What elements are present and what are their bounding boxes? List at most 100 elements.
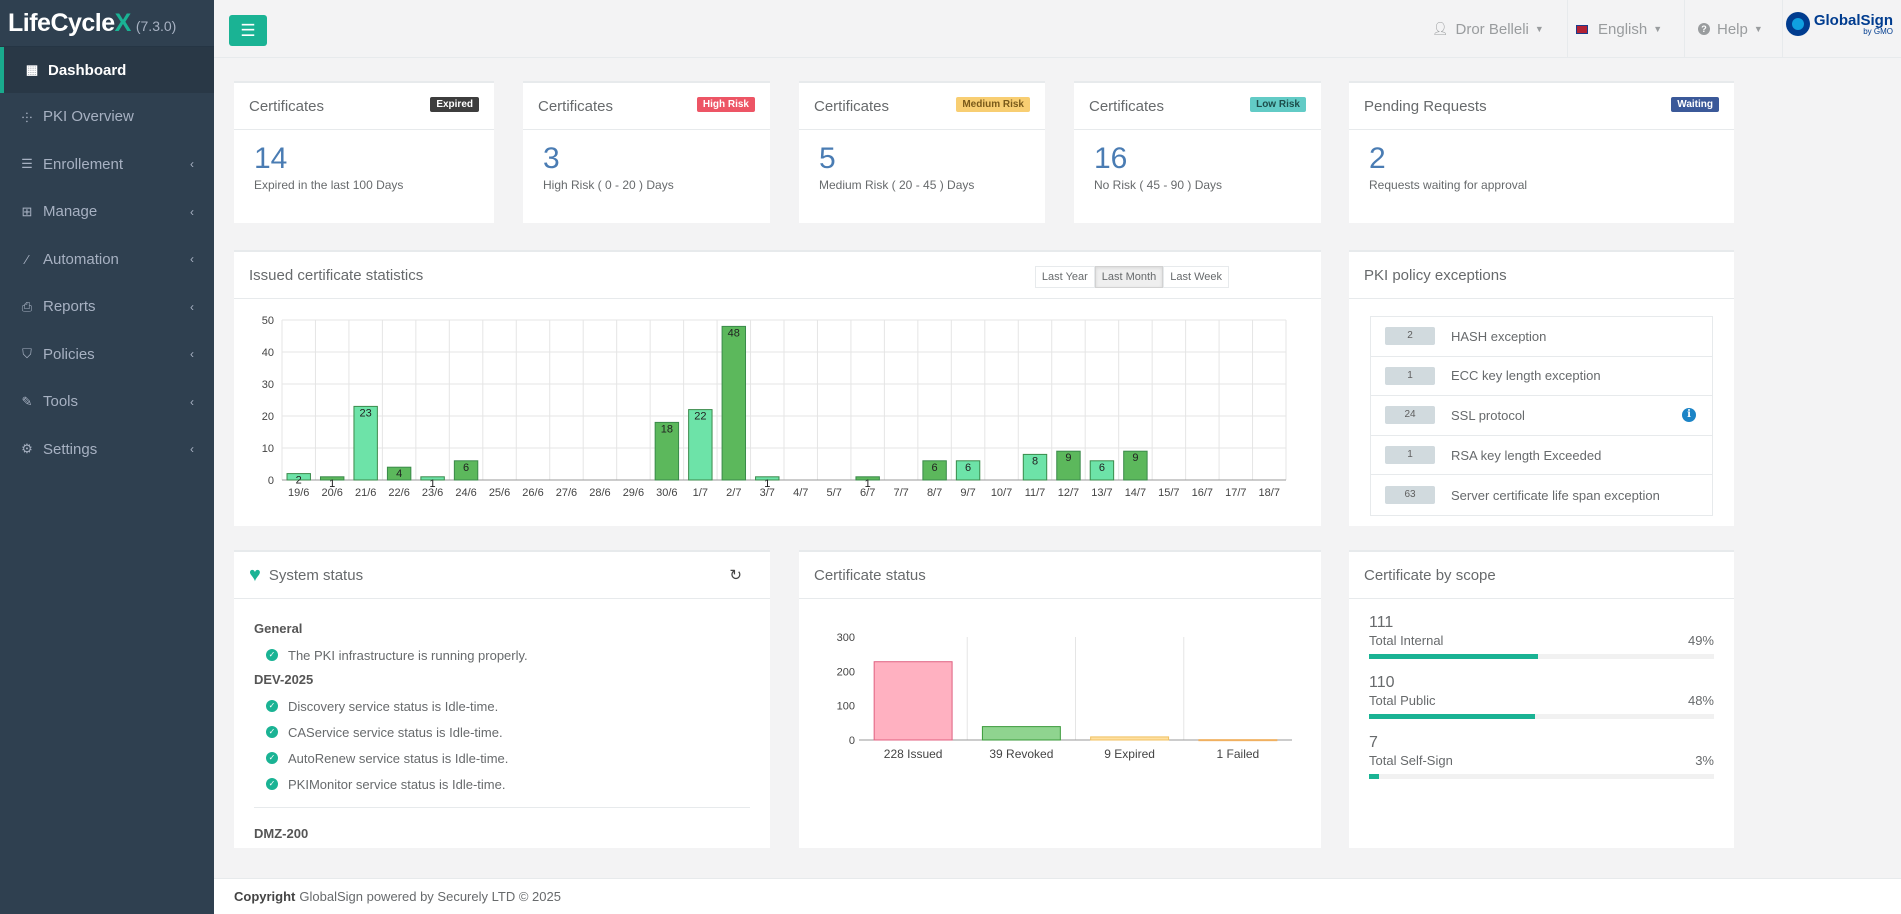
list-item[interactable]: 24 SSL protocol i [1371, 396, 1712, 436]
data-label: 9 [1132, 452, 1138, 464]
x-tick-label: 39 Revoked [989, 747, 1053, 761]
issued-bar-chart: 0102030405019/6220/6121/62322/6423/6124/… [262, 315, 1287, 499]
y-tick-label: 50 [262, 315, 274, 327]
range-last-week-button[interactable]: Last Week [1163, 266, 1229, 288]
bar [319, 476, 345, 481]
stat-card-expired: Certificates Expired 14 Expired in the l… [234, 81, 494, 223]
x-tick-label: 6/7 [860, 487, 875, 499]
x-tick-label: 19/6 [288, 487, 309, 499]
x-tick-label: 4/7 [793, 487, 808, 499]
progress-fill [1369, 714, 1535, 719]
bar [353, 405, 378, 481]
x-tick-label: 29/6 [623, 487, 644, 499]
data-label: 6 [932, 462, 938, 474]
language-menu[interactable]: English ▼ [1576, 0, 1662, 58]
bar [1022, 453, 1048, 481]
y-tick-label: 300 [837, 632, 855, 644]
stat-description: No Risk ( 45 - 90 ) Days [1094, 178, 1223, 192]
x-tick-label: 2/7 [726, 487, 741, 499]
caret-down-icon: ▼ [1753, 24, 1763, 34]
check-circle-icon: ✓ [266, 752, 278, 764]
sidebar-item-enrollement[interactable]: ☰ Enrollement ‹ [21, 155, 194, 173]
x-tick-label: 25/6 [489, 487, 510, 499]
chevron-left-icon: ‹ [190, 252, 194, 267]
divider [1782, 0, 1783, 58]
check-circle-icon: ✓ [266, 726, 278, 738]
sidebar-item-manage[interactable]: ⊞ Manage ‹ [21, 203, 194, 221]
table-icon: ⊞ [21, 203, 33, 219]
flag-uk-icon [1576, 24, 1588, 34]
list-item[interactable]: 1 ECC key length exception [1371, 357, 1712, 397]
bar [1123, 450, 1148, 481]
certificate-status-chart: 0 100 200 300 228 Issued 39 Revoked 9 Expired 1… [837, 632, 1292, 761]
exceptions-list: 2 HASH exception 1 ECC key length exceptio… [1370, 316, 1713, 516]
y-tick-label: 200 [837, 666, 855, 678]
x-tick-label: 14/7 [1125, 487, 1146, 499]
data-label: 4 [396, 468, 402, 480]
stat-card-low-risk: Certificates Low Risk 16 No Risk ( 45 - … [1074, 81, 1321, 223]
info-icon[interactable]: i [1682, 408, 1696, 423]
globalsign-logo[interactable]: GlobalSign by GMO [1785, 12, 1893, 36]
panel-title: Certificate status [814, 566, 926, 584]
bar [922, 460, 947, 481]
x-tick-label: 9/7 [960, 487, 975, 499]
app-logo: LifeCycleX [8, 8, 131, 37]
stat-value: 2 [1369, 142, 1386, 175]
sidebar-item-settings[interactable]: ⚙ Settings ‹ [21, 440, 194, 458]
x-tick-label: 26/6 [522, 487, 543, 499]
system-status-panel: ♥ System status ↻ General ✓ The PKI infra… [234, 550, 770, 848]
x-tick-label: 18/7 [1259, 487, 1280, 499]
refresh-icon[interactable]: ↻ [729, 567, 742, 584]
sidebar-item-automation[interactable]: ⁄ Automation ‹ [0, 236, 214, 284]
app-version: (7.3.0) [135, 18, 177, 34]
x-tick-label: 12/7 [1058, 487, 1079, 499]
divider [1684, 0, 1685, 58]
stat-description: High Risk ( 0 - 20 ) Days [543, 178, 674, 192]
x-tick-label: 23/6 [422, 487, 443, 499]
count-badge: 24 [1385, 406, 1435, 425]
x-tick-label: 17/7 [1225, 487, 1246, 499]
stat-value: 3 [543, 142, 560, 175]
x-tick-label: 30/6 [656, 487, 677, 499]
magic-icon: ⁄ [25, 251, 29, 267]
bar [420, 476, 445, 481]
panel-title: System status [268, 566, 364, 584]
y-tick-label: 40 [262, 347, 274, 359]
list-item[interactable]: 1 RSA key length Exceeded [1371, 436, 1712, 476]
x-tick-label: 7/7 [893, 487, 908, 499]
data-label: 1 [865, 478, 871, 490]
bar [755, 476, 780, 481]
x-tick-label: 10/7 [991, 487, 1012, 499]
section-heading: DMZ-200 [254, 826, 309, 841]
bar [1198, 739, 1278, 742]
progress-bar [1369, 774, 1714, 779]
hamburger-icon: ☰ [240, 20, 256, 40]
panel-title: Issued certificate statistics [249, 266, 424, 284]
x-tick-label: 8/7 [927, 487, 942, 499]
data-label: 6 [965, 462, 971, 474]
bar [1056, 450, 1081, 481]
status-badge: Expired [430, 97, 479, 112]
help-menu[interactable]: ? Help ▼ [1698, 0, 1763, 58]
menu-toggle-button[interactable]: ☰ [229, 15, 267, 46]
range-last-year-button[interactable]: Last Year [1034, 266, 1095, 288]
x-tick-label: 21/6 [355, 487, 376, 499]
data-label: 1 [329, 478, 335, 490]
range-last-month-button[interactable]: Last Month [1094, 266, 1164, 288]
list-item[interactable]: 63 Server certificate life span exception [1371, 475, 1712, 515]
list-item[interactable]: 2 HASH exception [1371, 317, 1712, 357]
bar [981, 726, 1061, 741]
user-menu[interactable]: 👤︎ Dror Belleli ▼ [1432, 20, 1544, 38]
sidebar-item-tools[interactable]: ✎ Tools ‹ [21, 393, 194, 411]
issued-stats-panel: Issued certificate statistics Last Year … [234, 250, 1321, 526]
sidebar-item-pki-overview[interactable]: ⸭ PKI Overview [21, 108, 134, 126]
sidebar-item-reports[interactable]: ⎙ Reports ‹ [21, 298, 194, 316]
sidebar-item-policies[interactable]: ⛉ Policies ‹ [0, 331, 214, 379]
sidebar-item-dashboard[interactable]: ▦ Dashboard [0, 47, 214, 93]
chevron-left-icon: ‹ [190, 442, 194, 457]
count-badge: 1 [1385, 446, 1435, 465]
brand[interactable]: LifeCycleX (7.3.0) [0, 0, 214, 47]
data-label: 6 [1099, 462, 1105, 474]
bar [721, 325, 747, 481]
status-badge: Waiting [1671, 97, 1719, 112]
